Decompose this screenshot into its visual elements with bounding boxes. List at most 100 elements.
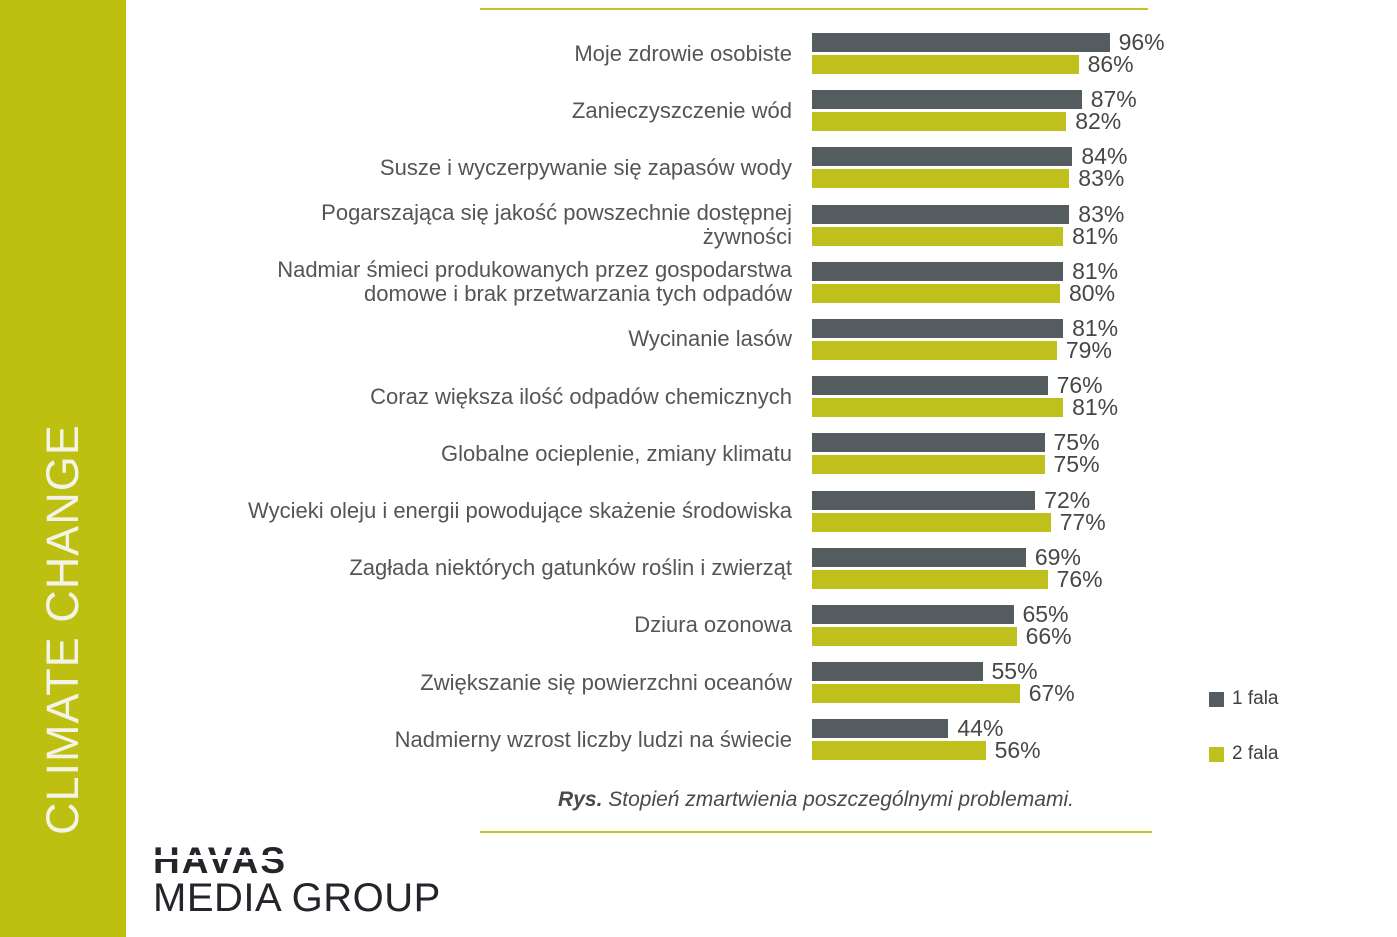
value-label: 77% [1059, 508, 1106, 535]
value-label: 44% [957, 715, 1004, 742]
bar-2-fala [812, 512, 1051, 532]
category-label: Coraz większa ilość odpadów chemicznych [370, 383, 792, 409]
slide-title-vertical: CLIMATE CHANGE [37, 424, 88, 835]
category-label: Zanieczyszczenie wód [571, 97, 792, 123]
bar-line: 56% [812, 737, 1041, 763]
bar-2-fala [812, 112, 1067, 132]
legend-entry-2-fala: 2 fala [1209, 743, 1279, 764]
bar-line: 81% [812, 223, 1124, 249]
bar-group: 87% 82% [812, 86, 1137, 134]
chart-row: Dziura ozonowa 65% 66% [130, 601, 1190, 649]
bar-group: 96% 86% [812, 29, 1165, 77]
chart-row: Nadmierny wzrost liczby ludzi na świecie… [130, 715, 1190, 763]
chart-row: Zagłada niektórych gatunków roślin i zwi… [130, 544, 1190, 592]
bar-2-fala [812, 741, 986, 761]
legend-label-2-fala: 2 fala [1232, 743, 1279, 764]
bar-1-fala [812, 547, 1026, 567]
bar-line: 86% [812, 51, 1165, 77]
value-label: 79% [1065, 336, 1112, 363]
bar-group: 69% 76% [812, 544, 1103, 592]
bar-2-fala [812, 684, 1020, 704]
legend-entry-1-fala: 1 fala [1209, 688, 1278, 709]
value-label: 82% [1075, 108, 1122, 135]
bar-line: 66% [812, 623, 1072, 649]
bar-line: 44% [812, 715, 1041, 741]
bar-line: 96% [812, 29, 1165, 55]
bar-group: 76% 81% [812, 372, 1118, 420]
legend-swatch-1-fala [1209, 691, 1224, 707]
value-label: 81% [1072, 314, 1119, 341]
bar-1-fala [812, 490, 1036, 510]
bar-line: 77% [812, 509, 1106, 535]
bar-line: 75% [812, 429, 1100, 455]
bar-1-fala [812, 33, 1110, 52]
category-label: Zagłada niektórych gatunków roślin i zwi… [349, 555, 792, 581]
bar-group: 65% 66% [812, 601, 1072, 649]
bar-line: 82% [812, 108, 1137, 134]
category-label: Wycieki oleju i energii powodujące skaże… [248, 498, 792, 523]
bar-2-fala [812, 169, 1070, 189]
value-label: 84% [1081, 143, 1128, 170]
bar-line: 87% [812, 86, 1137, 112]
bar-group: 44% 56% [812, 715, 1041, 763]
category-label: Globalne ocieplenie, zmiany klimatu [441, 440, 792, 466]
value-label: 66% [1025, 622, 1072, 649]
value-label: 86% [1087, 51, 1134, 77]
category-label: Wycinanie lasów [628, 326, 792, 352]
legend-swatch-2-fala [1209, 746, 1224, 762]
value-label: 96% [1118, 29, 1165, 55]
figure-caption: Rys. Stopień zmartwienia poszczególnymi … [480, 788, 1152, 812]
bar-line: 83% [812, 201, 1124, 227]
logo-wordmark: HAVAS [153, 840, 288, 881]
bar-line: 83% [812, 165, 1127, 191]
chart-legend: 1 fala 2 fala [1209, 688, 1279, 799]
caption-text: Stopień zmartwienia poszczególnymi probl… [608, 788, 1074, 811]
bar-line: 80% [812, 280, 1118, 306]
value-label: 87% [1090, 86, 1137, 113]
bar-line: 67% [812, 680, 1075, 706]
bar-2-fala [812, 55, 1079, 74]
bar-group: 81% 79% [812, 315, 1118, 363]
bar-1-fala [812, 204, 1070, 224]
bar-line: 84% [812, 143, 1127, 169]
bar-1-fala [812, 376, 1048, 396]
bar-group: 72% 77% [812, 487, 1106, 535]
bar-line: 79% [812, 337, 1118, 363]
logo-line1: HAVAS [153, 840, 288, 881]
category-label: Nadmiar śmieci produkowanych przez gospo… [277, 257, 792, 307]
bar-line: 76% [812, 566, 1103, 592]
chart-row: Nadmiar śmieci produkowanych przez gospo… [130, 258, 1190, 306]
bar-group: 83% 81% [812, 201, 1124, 249]
bar-line: 81% [812, 394, 1118, 420]
havas-media-group-logo: HAVAS MEDIA GROUP [153, 840, 441, 918]
bottom-rule [480, 831, 1152, 833]
bar-2-fala [812, 226, 1064, 246]
bar-line: 55% [812, 658, 1075, 684]
bar-1-fala [812, 719, 949, 739]
bar-1-fala [812, 433, 1045, 453]
bar-line: 76% [812, 372, 1118, 398]
bar-2-fala [812, 283, 1060, 303]
top-rule [480, 8, 1148, 10]
bar-2-fala [812, 569, 1048, 589]
chart-row: Moje zdrowie osobiste 96% 86% [130, 29, 1190, 77]
value-label: 80% [1069, 279, 1116, 306]
category-label: Dziura ozonowa [634, 612, 792, 638]
bar-group: 75% 75% [812, 429, 1100, 477]
bar-line: 65% [812, 601, 1072, 627]
value-label: 81% [1072, 257, 1119, 284]
chart-row: Zwiększanie się powierzchni oceanów 55% 67… [130, 658, 1190, 706]
value-label: 76% [1056, 565, 1103, 592]
chart-row: Pogarszająca się jakość powszechnie dost… [130, 201, 1190, 249]
bar-2-fala [812, 455, 1045, 475]
bar-chart: Moje zdrowie osobiste 96% 86% Zanieczyszcze… [130, 29, 1190, 776]
bar-1-fala [812, 604, 1014, 624]
bar-line: 69% [812, 544, 1103, 570]
category-label: Susze i wyczerpywanie się zapasów wody [379, 154, 792, 180]
logo-slit-decoration [153, 855, 288, 859]
accent-sidebar: CLIMATE CHANGE [0, 0, 126, 937]
chart-row: Wycinanie lasów 81% 79% [130, 315, 1190, 363]
category-label: Pogarszająca się jakość powszechnie dost… [321, 200, 792, 250]
bar-line: 72% [812, 487, 1106, 513]
bar-2-fala [812, 340, 1057, 360]
